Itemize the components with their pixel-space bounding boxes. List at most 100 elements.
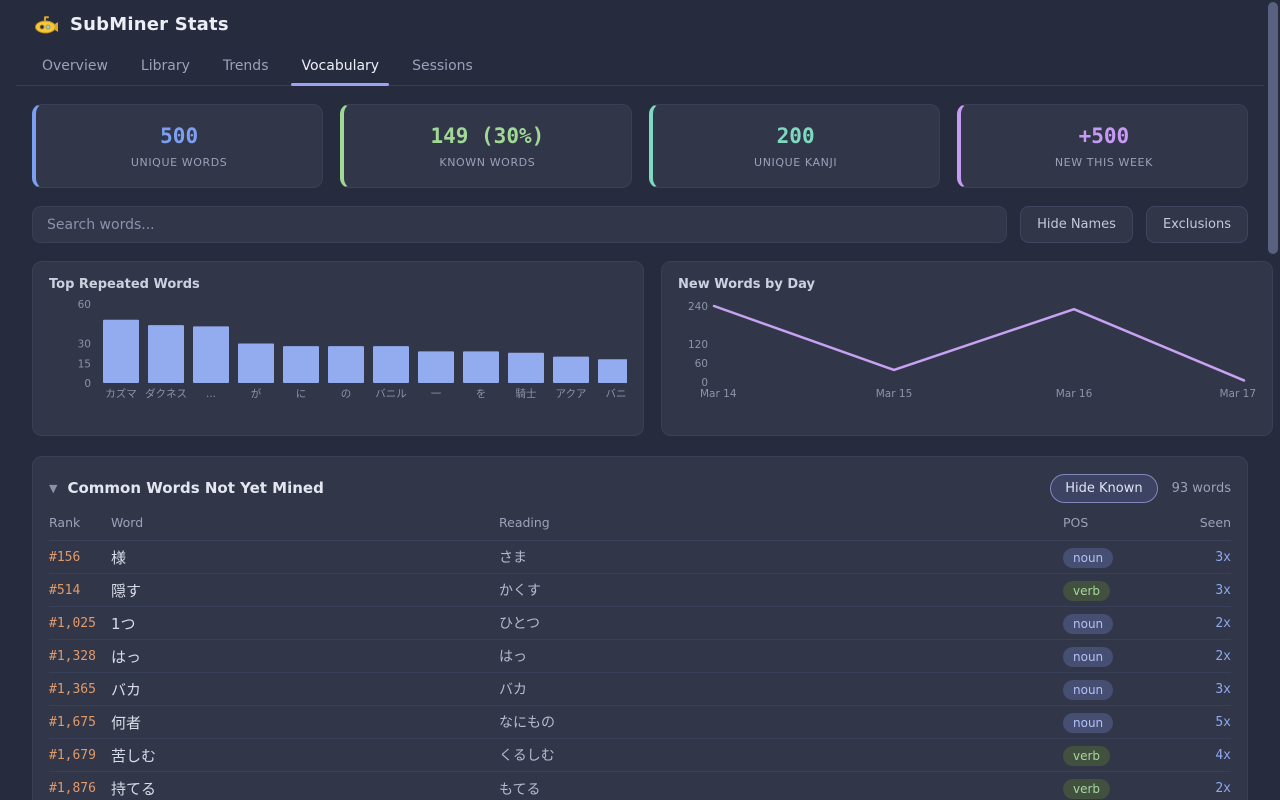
table-row[interactable]: #1,876 持てる もてる verb 2x	[49, 772, 1231, 800]
word-text: 様	[111, 548, 127, 567]
seen-count: 3x	[1215, 549, 1231, 565]
seen-count: 5x	[1215, 714, 1231, 730]
tab-vocabulary[interactable]: Vocabulary	[291, 47, 389, 86]
col-header-rank: Rank	[49, 515, 81, 530]
pos-cell: noun	[1063, 646, 1175, 667]
pos-cell: verb	[1063, 745, 1175, 766]
word-reading: もてる	[499, 781, 541, 798]
col-header-word: Word	[111, 515, 144, 530]
word-reading: くるしむ	[499, 748, 555, 764]
pos-badge: noun	[1063, 613, 1114, 634]
svg-text:...: ...	[206, 388, 216, 400]
word-text: 持てる	[111, 780, 157, 798]
common-words-section: ▼ Common Words Not Yet Mined Hide Known …	[32, 456, 1248, 800]
svg-text:ダクネス: ダクネス	[145, 387, 187, 400]
table-header-row: Rank Word Reading POS Seen	[49, 505, 1231, 541]
pos-cell: verb	[1063, 580, 1175, 601]
word-rank: #1,328	[49, 648, 96, 664]
word-rank: #1,876	[49, 781, 96, 796]
stat-value: +500	[1078, 123, 1130, 148]
stat-label: UNIQUE WORDS	[130, 155, 228, 169]
svg-text:15: 15	[78, 358, 91, 370]
svg-text:30: 30	[78, 339, 91, 351]
word-reading: かくす	[499, 583, 541, 599]
word-rank: #1,365	[49, 681, 96, 697]
svg-text:0: 0	[701, 377, 708, 389]
svg-text:Mar 15: Mar 15	[876, 388, 913, 400]
table-row[interactable]: #1,025 1つ ひとつ noun 2x	[49, 607, 1231, 640]
col-header-seen: Seen	[1199, 515, 1231, 530]
word-rank: #1,675	[49, 714, 96, 730]
svg-text:アクア: アクア	[556, 388, 587, 400]
svg-text:60: 60	[78, 299, 91, 311]
word-text: はっ	[111, 647, 142, 666]
table-row[interactable]: #156 様 さま noun 3x	[49, 541, 1231, 574]
table-row[interactable]: #1,675 何者 なにもの noun 5x	[49, 706, 1231, 739]
seen-count: 4x	[1215, 747, 1231, 763]
svg-text:バニ: バニ	[606, 388, 627, 400]
pos-badge: noun	[1063, 646, 1114, 667]
stat-value: 149 (30%)	[430, 123, 545, 148]
stat-card: +500 NEW THIS WEEK	[956, 104, 1248, 188]
seen-count: 3x	[1215, 582, 1231, 598]
tab-library[interactable]: Library	[131, 47, 200, 85]
svg-text:が: が	[251, 387, 262, 400]
word-count: 93 words	[1171, 480, 1231, 496]
table-row[interactable]: #1,679 苦しむ くるしむ verb 4x	[49, 739, 1231, 772]
bar-chart-title: Top Repeated Words	[49, 277, 200, 292]
stats-row: 500 UNIQUE WORDS 149 (30%) KNOWN WORDS 2…	[32, 104, 1248, 188]
hide-known-button[interactable]: Hide Known	[1050, 473, 1158, 503]
svg-text:一: 一	[431, 388, 442, 400]
table-row[interactable]: #1,328 はっ はっ noun 2x	[49, 640, 1231, 673]
submarine-icon	[34, 15, 58, 35]
svg-text:Mar 16: Mar 16	[1056, 388, 1093, 400]
seen-count: 2x	[1215, 781, 1231, 796]
col-header-pos: POS	[1063, 515, 1089, 530]
caret-down-icon[interactable]: ▼	[49, 481, 58, 495]
exclusions-button[interactable]: Exclusions	[1145, 206, 1248, 243]
vertical-scrollbar-track[interactable]	[1266, 0, 1280, 800]
seen-count: 2x	[1215, 615, 1231, 631]
pos-badge: verb	[1063, 779, 1111, 799]
word-text: 何者	[111, 713, 142, 732]
tab-overview[interactable]: Overview	[32, 47, 118, 85]
svg-text:0: 0	[84, 378, 91, 390]
svg-text:を: を	[476, 388, 487, 400]
stat-label: KNOWN WORDS	[439, 155, 536, 169]
word-reading: なにもの	[499, 715, 555, 731]
pos-badge: verb	[1063, 745, 1111, 766]
stat-label: NEW THIS WEEK	[1054, 155, 1153, 169]
hide-names-button[interactable]: Hide Names	[1020, 206, 1133, 243]
word-reading: ひとつ	[499, 616, 541, 632]
tab-trends[interactable]: Trends	[213, 47, 279, 85]
svg-text:Mar 17: Mar 17	[1219, 388, 1256, 400]
tab-sessions[interactable]: Sessions	[402, 47, 483, 85]
svg-text:騎士: 騎士	[516, 387, 537, 400]
charts-row: Top Repeated Words 60 30 15 0 カズマ ダクネス... が に の バ…	[32, 261, 1273, 436]
svg-text:240: 240	[688, 301, 708, 313]
line-chart-title: New Words by Day	[678, 277, 815, 292]
table-row[interactable]: #514 隠す かくす verb 3x	[49, 574, 1231, 607]
word-text: 隠す	[111, 581, 142, 600]
word-text: 1つ	[111, 614, 136, 633]
svg-text:Mar 14: Mar 14	[700, 388, 737, 400]
word-text: 苦しむ	[111, 746, 157, 765]
search-input[interactable]	[32, 206, 1008, 243]
word-reading: はっ	[499, 649, 527, 665]
word-rank: #1,025	[49, 615, 96, 631]
app-header: SubMiner Stats	[16, 0, 1264, 35]
stat-card: 500 UNIQUE WORDS	[32, 104, 324, 188]
svg-text:カズマ: カズマ	[105, 387, 137, 400]
col-header-reading: Reading	[499, 515, 550, 530]
vertical-scrollbar-thumb[interactable]	[1268, 2, 1278, 254]
table-row[interactable]: #1,365 バカ バカ noun 3x	[49, 673, 1231, 706]
svg-text:120: 120	[688, 339, 708, 351]
seen-count: 2x	[1215, 648, 1231, 664]
svg-text:に: に	[296, 388, 307, 400]
word-rank: #514	[49, 582, 81, 598]
line-chart-card: New Words by Day 240 120 60 0 Mar 14 Mar 15 Ma…	[661, 261, 1273, 436]
svg-text:の: の	[341, 388, 352, 400]
word-rank: #1,679	[49, 747, 96, 763]
pos-cell: noun	[1063, 712, 1175, 733]
